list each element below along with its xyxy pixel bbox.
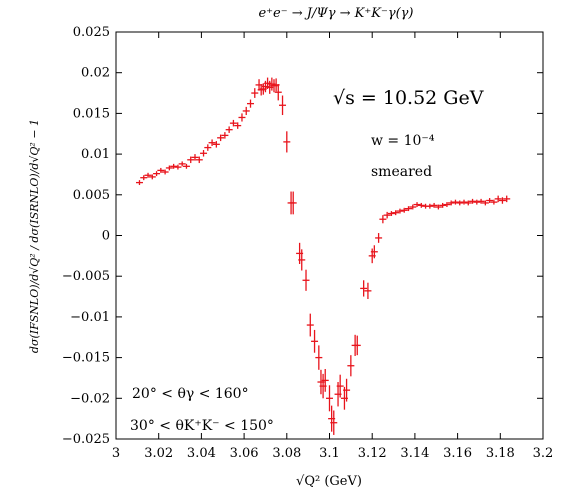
data-point [279, 95, 286, 115]
x-tick-label: 3.12 [358, 446, 387, 461]
data-point [384, 212, 391, 219]
data-point [364, 283, 371, 299]
data-point [473, 200, 480, 205]
y-tick-label: 0 [102, 229, 110, 244]
y-tick-label: 0.01 [81, 147, 110, 162]
y-tick-label: 0.005 [73, 188, 110, 203]
data-point [179, 161, 186, 166]
data-point [452, 200, 459, 205]
data-point [418, 203, 425, 208]
y-tick-label: 0.02 [81, 66, 110, 81]
x-tick-label: 3.2 [533, 446, 554, 461]
data-point [456, 200, 463, 205]
annotation-theta-kk: 30° < θK⁺K⁻ < 150° [130, 418, 274, 434]
data-point [495, 196, 502, 203]
x-tick-label: 3.18 [486, 446, 515, 461]
data-point [200, 150, 207, 157]
data-point [499, 197, 506, 204]
x-axis-label: √Q² (GeV) [296, 474, 362, 489]
data-point [303, 270, 310, 291]
y-tick-label: 0.025 [73, 25, 110, 40]
x-tick-label: 3.14 [400, 446, 429, 461]
data-point [174, 165, 181, 170]
y-tick-label: −0.015 [62, 351, 110, 366]
data-point [315, 345, 322, 369]
data-point [243, 107, 250, 115]
data-point [213, 141, 220, 148]
y-tick-label: −0.025 [62, 432, 110, 447]
data-series [136, 78, 510, 435]
data-point [209, 139, 216, 146]
data-point [283, 131, 290, 152]
data-point [503, 196, 510, 203]
data-point [347, 355, 354, 376]
data-point [226, 126, 233, 133]
x-tick-label: 3 [112, 446, 120, 461]
data-point [183, 164, 190, 169]
x-tick-label: 3.16 [443, 446, 472, 461]
y-tick-label: 0.015 [73, 106, 110, 121]
annotation-weight: w = 10⁻⁴ [371, 133, 435, 149]
chart-title: e⁺e⁻ → J/Ψγ → K⁺K⁻γ(γ) [258, 6, 413, 21]
data-point [247, 100, 254, 108]
y-axis-label: dσ(IFSNLO)/d√Q² / dσ(ISRNLO)/d√Q² − 1 [28, 119, 41, 353]
data-point [238, 113, 245, 121]
annotation-smeared: smeared [371, 164, 432, 180]
data-point [360, 280, 367, 296]
data-point [426, 204, 433, 209]
data-point [379, 215, 386, 223]
data-point [153, 171, 160, 176]
x-tick-label: 3.08 [272, 446, 301, 461]
annotation-energy: √s = 10.52 GeV [333, 87, 484, 109]
y-tick-label: −0.02 [70, 391, 110, 406]
data-point [204, 144, 211, 151]
data-point [311, 330, 318, 353]
x-tick-label: 3.1 [319, 446, 340, 461]
x-tick-label: 3.02 [144, 446, 173, 461]
x-tick-label: 3.04 [187, 446, 216, 461]
data-point [251, 88, 258, 98]
data-point [140, 175, 147, 180]
data-point [414, 202, 421, 207]
annotation-theta-gamma: 20° < θγ < 160° [132, 386, 249, 402]
x-tick-label: 3.06 [230, 446, 259, 461]
data-point [136, 180, 143, 185]
y-tick-label: −0.01 [70, 310, 110, 325]
y-tick-label: −0.005 [62, 269, 110, 284]
data-point [461, 200, 468, 205]
data-point [375, 233, 382, 243]
data-point [307, 314, 314, 337]
